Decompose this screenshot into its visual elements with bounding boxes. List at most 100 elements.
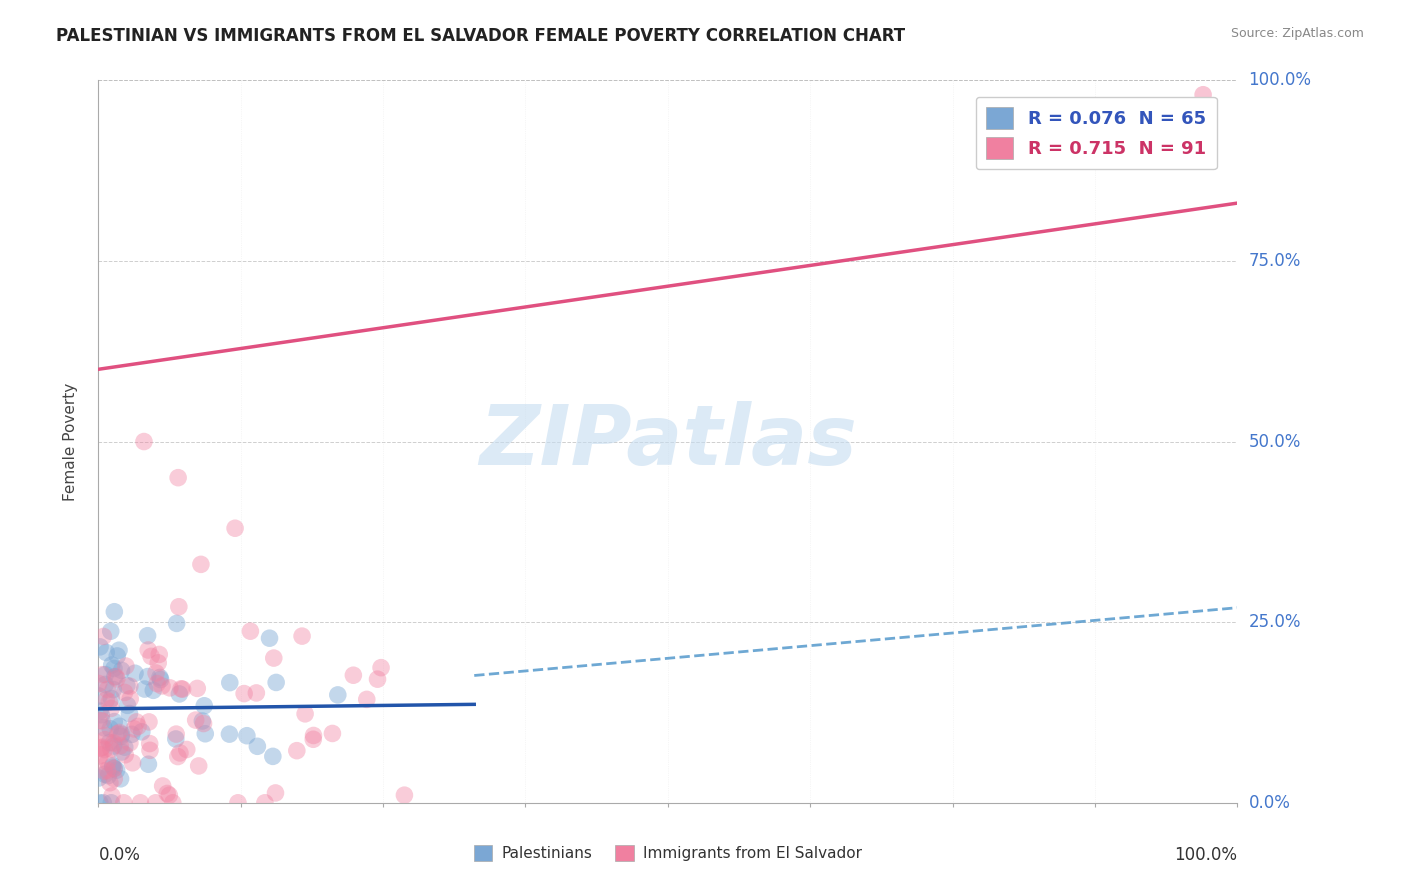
Point [326, 688, 349, 702]
Point [239, 624, 262, 639]
Point [110, 729, 132, 743]
Point [110, 727, 132, 741]
Point [96, 682, 118, 697]
Text: 50.0%: 50.0% [1249, 433, 1301, 450]
Point [264, 786, 287, 800]
Text: ZIPatlas: ZIPatlas [479, 401, 856, 482]
Point [302, 729, 325, 743]
Point [91, 740, 114, 755]
Point [90, 707, 112, 722]
Point [142, 683, 165, 698]
Point [302, 732, 325, 747]
Point [89, 704, 111, 718]
Point [89, 796, 111, 810]
Point [103, 605, 125, 619]
Point [169, 687, 191, 701]
Point [285, 744, 308, 758]
Point [87, 714, 110, 728]
Point [136, 629, 159, 643]
Y-axis label: Female Poverty: Female Poverty [63, 383, 77, 500]
Point [148, 648, 170, 662]
Point [233, 687, 256, 701]
Point [111, 745, 134, 759]
Point [100, 624, 122, 639]
Point [103, 661, 125, 675]
Point [150, 679, 173, 693]
Point [104, 669, 127, 683]
Point [94, 729, 117, 743]
Point [166, 616, 188, 631]
Point [218, 727, 240, 741]
Point [96, 764, 118, 778]
Point [1192, 87, 1215, 102]
Point [98, 776, 121, 790]
Point [121, 727, 143, 741]
Point [100, 796, 122, 810]
Point [246, 739, 269, 754]
Point [134, 681, 156, 696]
Point [166, 749, 188, 764]
Point [125, 714, 148, 729]
Point [108, 643, 131, 657]
Point [115, 659, 138, 673]
Point [367, 672, 389, 686]
Point [94, 667, 117, 681]
Point [121, 756, 143, 770]
Point [370, 660, 392, 674]
Point [117, 698, 139, 713]
Point [101, 759, 124, 773]
Point [159, 681, 181, 695]
Point [149, 670, 172, 684]
Point [187, 759, 209, 773]
Point [98, 736, 121, 750]
Point [103, 714, 125, 729]
Point [104, 670, 127, 684]
Point [98, 722, 121, 736]
Point [112, 796, 135, 810]
Point [218, 675, 240, 690]
Point [87, 689, 110, 703]
Point [114, 747, 136, 762]
Text: Source: ZipAtlas.com: Source: ZipAtlas.com [1230, 27, 1364, 40]
Point [156, 787, 179, 801]
Point [96, 693, 118, 707]
Point [148, 656, 170, 670]
Point [94, 732, 117, 747]
Point [138, 757, 160, 772]
Point [101, 760, 124, 774]
Point [194, 727, 217, 741]
Point [89, 747, 111, 762]
Point [167, 599, 190, 614]
Point [90, 741, 112, 756]
Point [149, 673, 172, 687]
Point [131, 724, 153, 739]
Point [291, 629, 314, 643]
Point [105, 672, 128, 686]
Text: 100.0%: 100.0% [1249, 71, 1312, 89]
Point [100, 701, 122, 715]
Point [224, 521, 246, 535]
Point [127, 719, 149, 733]
Point [138, 737, 160, 751]
Point [193, 698, 215, 713]
Point [108, 719, 131, 733]
Point [114, 685, 136, 699]
Point [356, 692, 378, 706]
Point [145, 796, 167, 810]
Point [259, 631, 281, 645]
Point [118, 736, 141, 750]
Point [124, 666, 146, 681]
Point [94, 677, 117, 691]
Point [157, 789, 180, 803]
Point [294, 706, 316, 721]
Point [97, 769, 120, 783]
Text: 75.0%: 75.0% [1249, 252, 1301, 270]
Point [139, 649, 162, 664]
Point [103, 736, 125, 750]
Point [93, 630, 115, 644]
Point [97, 755, 120, 769]
Point [186, 681, 208, 696]
Legend: Palestinians, Immigrants from El Salvador: Palestinians, Immigrants from El Salvado… [468, 839, 868, 867]
Point [264, 675, 287, 690]
Text: 0.0%: 0.0% [1249, 794, 1291, 812]
